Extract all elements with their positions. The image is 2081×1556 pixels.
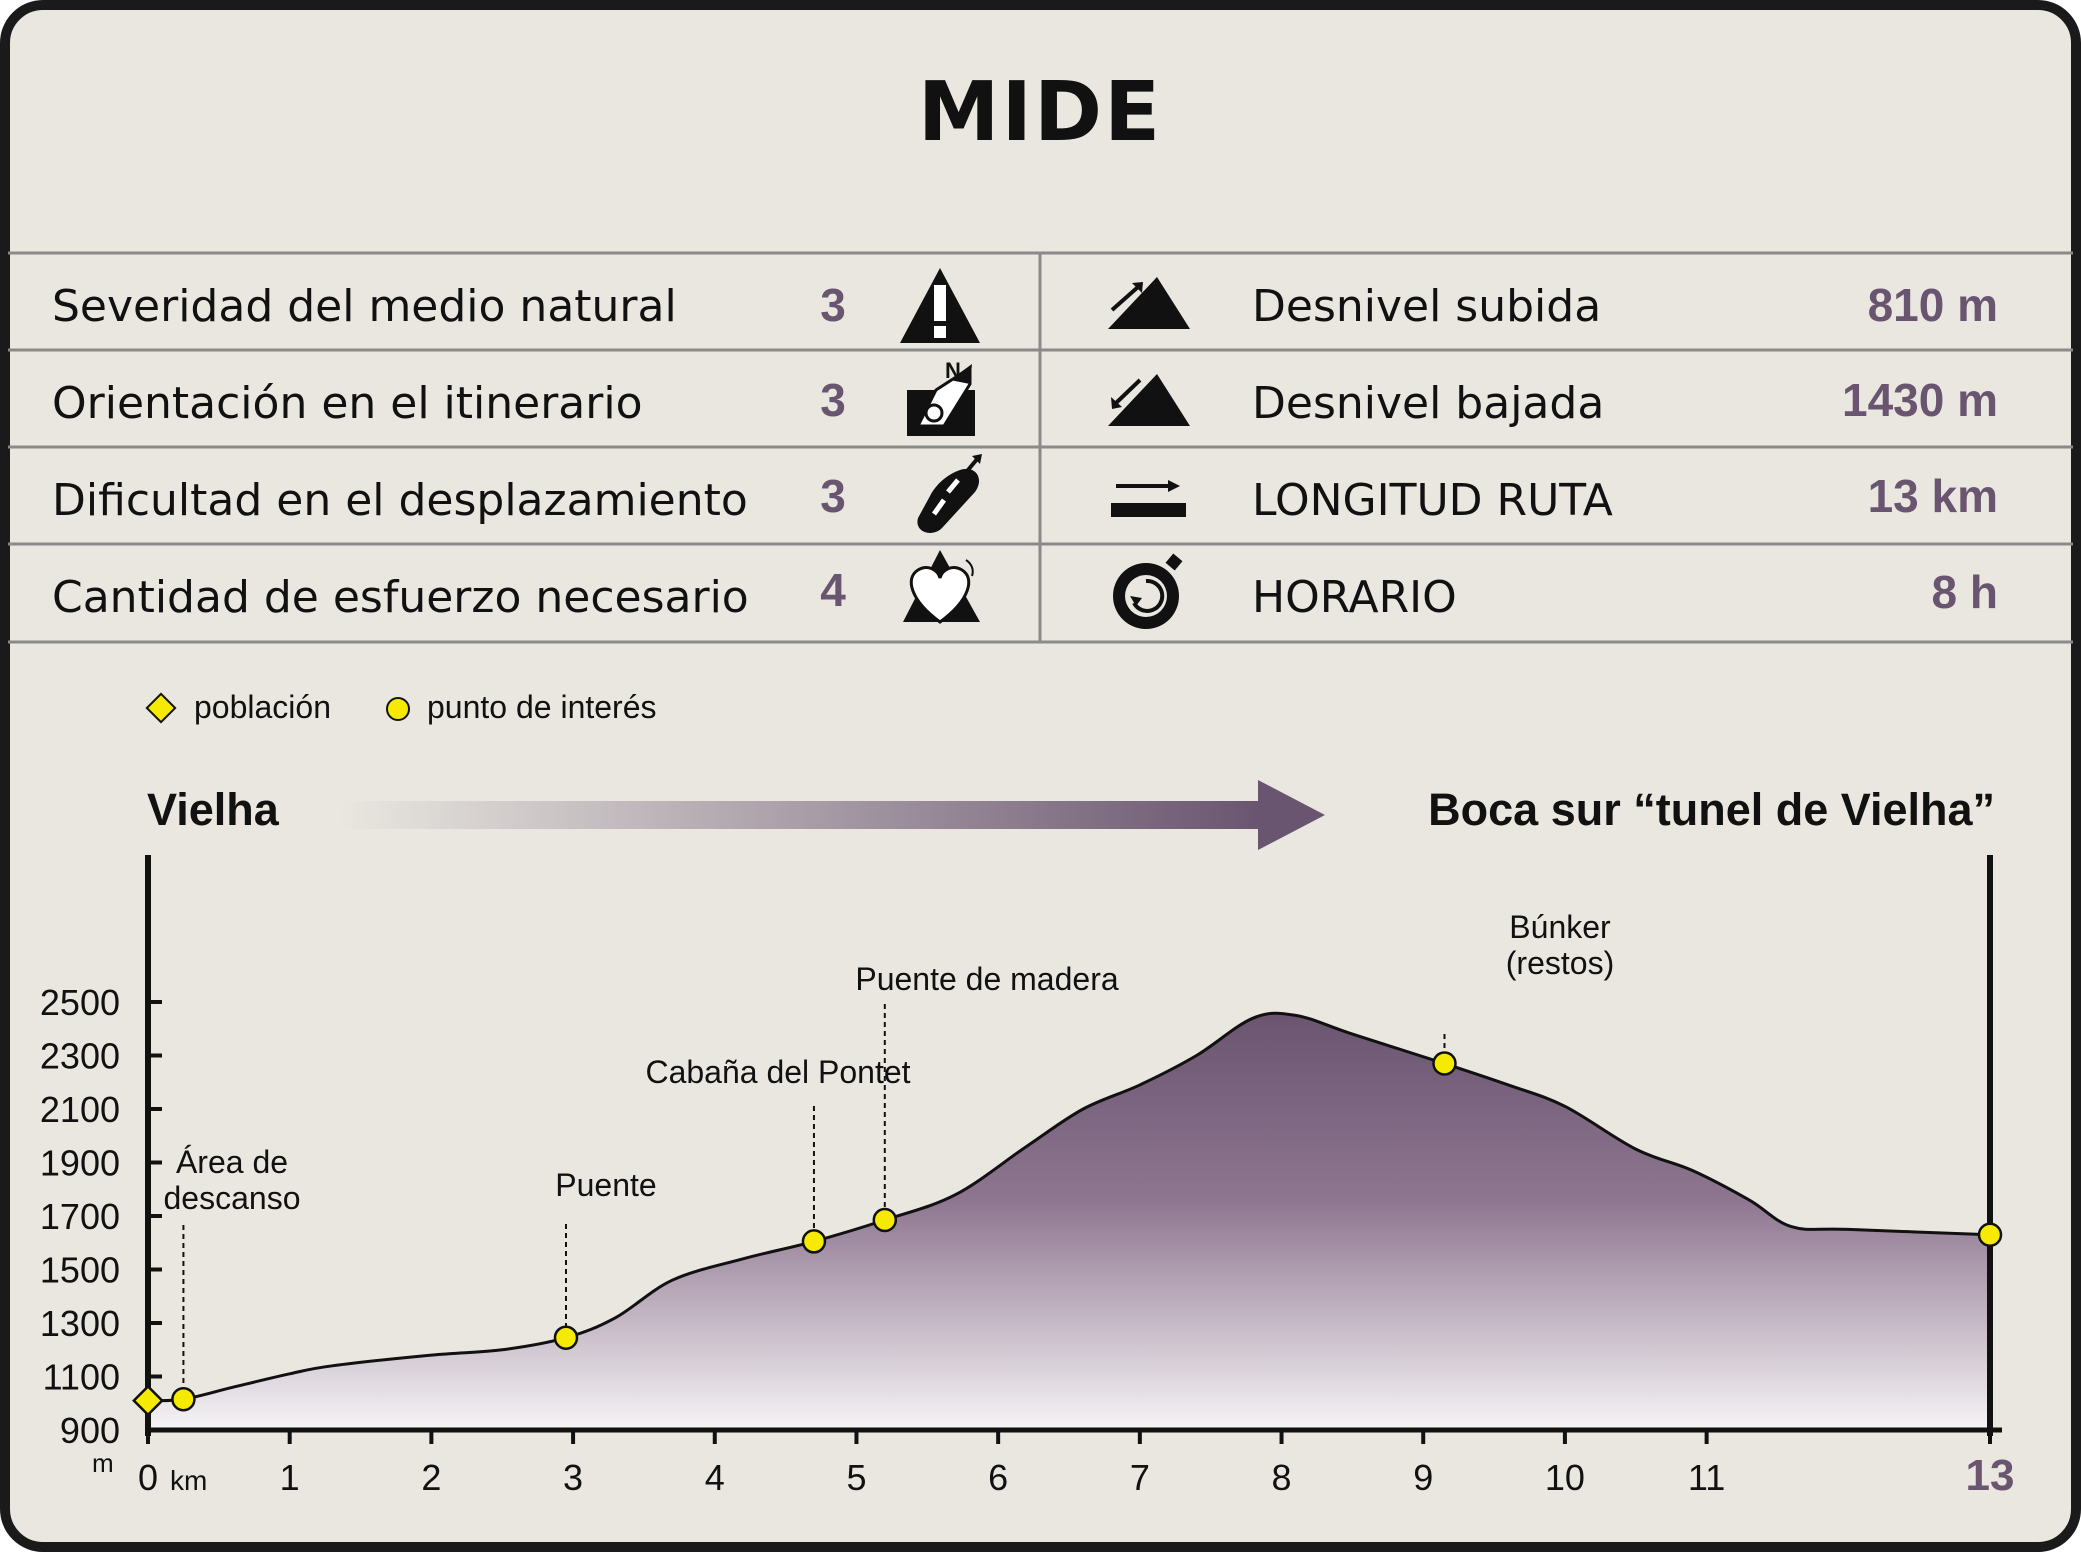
town-marker [132,1384,164,1417]
x-tick-label: 6 [988,1457,1008,1498]
mide-row-value: 3 [820,470,846,522]
descent-icon [1108,374,1190,426]
mide-row-label: Cantidad de esfuerzo necesario [52,572,749,623]
x-tick-label: 0 [138,1457,158,1498]
mide-row-value: 3 [820,279,846,331]
x-tick-label: 3 [563,1457,583,1498]
poi-marker [1432,1051,1457,1076]
route-row-bajada: Desnivel bajada 1430 m [1108,374,1998,429]
length-arrow-icon [1111,480,1186,517]
y-tick-label: 1700 [40,1196,120,1237]
poi-label: Cabaña del Pontet [645,1054,910,1090]
mide-row-label: Dificultad en el desplazamiento [52,475,748,526]
y-tick-label: 1300 [40,1303,120,1344]
mide-row-label: Severidad del medio natural [52,281,677,332]
route-row-label: LONGITUD RUTA [1252,475,1613,526]
route-arrow-shaft [340,801,1260,829]
y-tick-label: 2300 [40,1036,120,1077]
route-end-label: Boca sur “tunel de Vielha” [1428,784,1995,835]
poi-marker [801,1229,827,1254]
route-row-label: Desnivel subida [1252,281,1601,332]
route-stats-table: Desnivel subida 810 m Desnivel bajada 14… [1108,277,1998,629]
x-tick-label: 5 [846,1457,866,1498]
route-row-longitud: LONGITUD RUTA 13 km [1111,470,1998,526]
y-tick-label: 1900 [40,1143,120,1184]
page-title: MIDE [918,65,1162,160]
route-row-value: 8 h [1932,566,1998,618]
mide-row-label: Orientación en el itinerario [52,378,643,429]
ascent-icon [1108,277,1190,329]
poi-label: Área de [176,1144,288,1180]
route-arrow-head-icon [1258,780,1325,850]
svg-text:N: N [945,358,961,383]
poi-marker [872,1207,898,1233]
x-tick-label: 13 [1966,1451,2015,1500]
mide-row-severidad: Severidad del medio natural 3 [52,268,980,343]
stopwatch-icon [1113,553,1183,629]
y-tick-label: 900 [60,1410,120,1451]
legend-label-interes: punto de interés [427,689,657,725]
route-row-label: Desnivel bajada [1252,378,1604,429]
x-tick-label: 1 [280,1457,300,1498]
route-row-value: 810 m [1868,279,1998,331]
poi-marker [553,1325,579,1350]
route-direction: Vielha Boca sur “tunel de Vielha” [147,780,1995,850]
mide-row-dificultad: Dificultad en el desplazamiento 3 [52,454,982,533]
poi-marker [171,1386,196,1412]
x-tick-label: 7 [1130,1457,1150,1498]
y-tick-label: 1100 [43,1357,120,1398]
poi-label: Puente de madera [855,961,1119,997]
compass-orientation-icon: N [907,358,975,436]
y-tick-label: 1500 [40,1250,120,1291]
x-tick-label: 10 [1545,1457,1585,1498]
x-tick-label: 9 [1413,1457,1433,1498]
mide-row-esfuerzo: Cantidad de esfuerzo necesario 4 [52,550,980,624]
route-row-horario: HORARIO 8 h [1113,553,1998,629]
x-unit-label: km [170,1465,207,1496]
poi-label: Puente [555,1167,656,1203]
heart-effort-icon [903,550,980,624]
mide-row-value: 4 [820,564,846,616]
poi-label: (restos) [1506,945,1614,981]
poi-label: Búnker [1509,909,1611,945]
mide-table-grid [8,251,2073,644]
route-row-value: 1430 m [1842,374,1998,426]
mide-row-value: 3 [820,374,846,426]
x-tick-label: 8 [1272,1457,1292,1498]
legend-circle-icon [386,697,410,721]
elevation-line [147,1011,1991,1403]
route-row-value: 13 km [1868,470,1998,522]
poi-marker [1977,1222,2003,1247]
footprint-icon [917,454,982,533]
mide-row-orientacion: Orientación en el itinerario 3 N [52,358,975,436]
x-tick-label: 4 [705,1457,725,1498]
route-row-subida: Desnivel subida 810 m [1108,277,1998,332]
warning-triangle-icon [900,268,980,343]
y-unit-label: m [92,1448,114,1478]
y-tick-label: 2500 [40,982,120,1023]
x-tick-label: 2 [421,1457,441,1498]
chart-legend: población punto de interés [145,689,657,725]
mide-ratings-table: Severidad del medio natural 3 Orientació… [52,268,982,624]
x-tick-label: 11 [1688,1457,1725,1498]
elevation-area [148,1013,1990,1430]
legend-diamond-icon [145,692,177,724]
legend-label-poblacion: población [194,689,331,725]
route-row-label: HORARIO [1252,572,1457,623]
route-start-label: Vielha [147,784,280,835]
poi-label: descanso [164,1180,301,1216]
y-tick-label: 2100 [40,1089,120,1130]
